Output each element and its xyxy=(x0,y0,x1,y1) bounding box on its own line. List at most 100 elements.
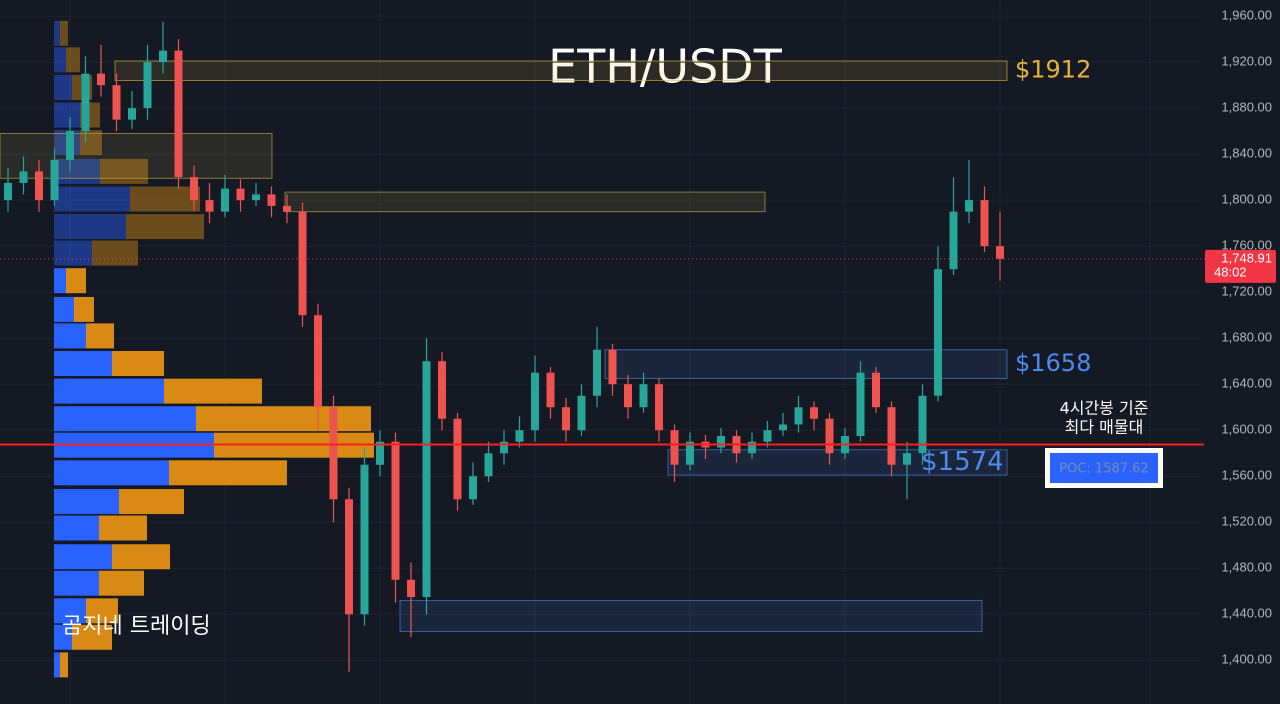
candle-body xyxy=(81,73,90,132)
candle-body xyxy=(794,407,803,425)
profile-sell xyxy=(169,460,287,486)
profile-sell xyxy=(130,186,200,212)
profile-sell xyxy=(119,489,184,515)
y-tick-label: 1,680.00 xyxy=(1221,330,1272,345)
profile-sell xyxy=(92,240,138,266)
candle-body xyxy=(97,73,105,86)
candle-body xyxy=(221,188,229,212)
candle-body xyxy=(965,200,973,212)
candle-body xyxy=(345,499,353,615)
price-tag-value: 1,748.91 xyxy=(1221,250,1272,265)
y-tick-label: 1,480.00 xyxy=(1221,560,1272,575)
zone-label: $1912 xyxy=(1015,56,1091,84)
candle-body xyxy=(562,407,570,431)
candle-body xyxy=(515,430,524,442)
note: 최다 매물대 xyxy=(1065,418,1144,437)
profile-buy xyxy=(54,460,169,486)
profile-sell xyxy=(126,214,204,240)
profile-sell xyxy=(99,570,144,596)
profile-buy xyxy=(54,240,92,266)
profile-sell xyxy=(60,20,68,46)
candle-body xyxy=(407,579,415,598)
candle-body xyxy=(376,441,384,465)
y-tick-label: 1,800.00 xyxy=(1221,192,1272,207)
candle-body xyxy=(112,85,121,120)
profile-buy xyxy=(54,323,86,349)
candle-body xyxy=(422,361,431,598)
price-tag xyxy=(1205,249,1276,283)
candle-body xyxy=(267,194,276,206)
candle-body xyxy=(128,108,136,120)
candle-body xyxy=(143,62,152,109)
profile-buy xyxy=(54,598,86,624)
candle-body xyxy=(825,418,834,454)
candle-body xyxy=(174,50,183,178)
profile-buy xyxy=(54,652,60,678)
y-tick-label: 1,640.00 xyxy=(1221,376,1272,391)
candle-body xyxy=(531,372,539,431)
profile-buy xyxy=(54,544,112,570)
y-tick-label: 1,920.00 xyxy=(1221,54,1272,69)
candle-body xyxy=(717,435,725,448)
candle-body xyxy=(949,211,958,270)
candle-body xyxy=(934,269,942,396)
candle-body xyxy=(438,361,446,419)
candle-body xyxy=(624,384,632,408)
candle-body xyxy=(810,407,818,419)
poc-box xyxy=(1050,453,1158,483)
candle-body xyxy=(577,395,586,431)
profile-buy xyxy=(54,296,74,322)
zone xyxy=(667,449,1008,476)
candle-body xyxy=(236,188,245,201)
profile-buy xyxy=(54,186,130,212)
chart-title: ETH/USDT xyxy=(548,40,783,94)
profile-buy xyxy=(54,214,126,240)
y-tick-label: 1,720.00 xyxy=(1221,284,1272,299)
candle-body xyxy=(546,372,555,408)
profile-buy xyxy=(54,268,66,294)
candle-body xyxy=(360,464,369,615)
candle-body xyxy=(159,50,167,63)
candle-body xyxy=(918,395,927,454)
candle-body xyxy=(50,159,59,201)
profile-sell xyxy=(112,351,164,377)
profile-sell xyxy=(112,544,170,570)
profile-sell xyxy=(86,598,118,624)
candle-body xyxy=(887,407,896,465)
poc-label: POC: 1587.62 xyxy=(1059,462,1148,477)
candle-body xyxy=(779,424,787,431)
y-tick-label: 1,400.00 xyxy=(1221,652,1272,667)
zone-label: $1658 xyxy=(1015,349,1091,377)
candle-body xyxy=(608,349,617,385)
candle-body xyxy=(593,349,601,396)
candle-body xyxy=(980,200,989,247)
candle-body xyxy=(252,194,260,201)
y-tick-label: 1,520.00 xyxy=(1221,514,1272,529)
profile-buy xyxy=(54,74,72,100)
candle-body xyxy=(856,372,865,436)
profile-sell xyxy=(100,158,148,184)
profile-sell xyxy=(74,296,94,322)
y-tick-label: 1,600.00 xyxy=(1221,422,1272,437)
profile-buy xyxy=(54,47,66,73)
candle-body xyxy=(903,453,911,465)
y-tick-label: 1,840.00 xyxy=(1221,146,1272,161)
candle-body xyxy=(205,200,214,212)
candle-body xyxy=(298,211,307,316)
candle-body xyxy=(748,441,756,454)
candle-body xyxy=(500,441,508,454)
candle-body xyxy=(391,441,400,580)
profile-sell xyxy=(164,378,262,404)
y-tick-label: 1,560.00 xyxy=(1221,468,1272,483)
profile-sell xyxy=(60,652,68,678)
candle-body xyxy=(670,430,679,465)
profile-buy xyxy=(54,570,99,596)
candle-body xyxy=(453,418,462,500)
zone xyxy=(284,191,766,213)
candle-body xyxy=(469,476,477,500)
profile-sell xyxy=(72,624,112,650)
y-tick-label: 1,960.00 xyxy=(1221,8,1272,23)
candle-body xyxy=(35,171,43,201)
zone xyxy=(399,599,983,633)
